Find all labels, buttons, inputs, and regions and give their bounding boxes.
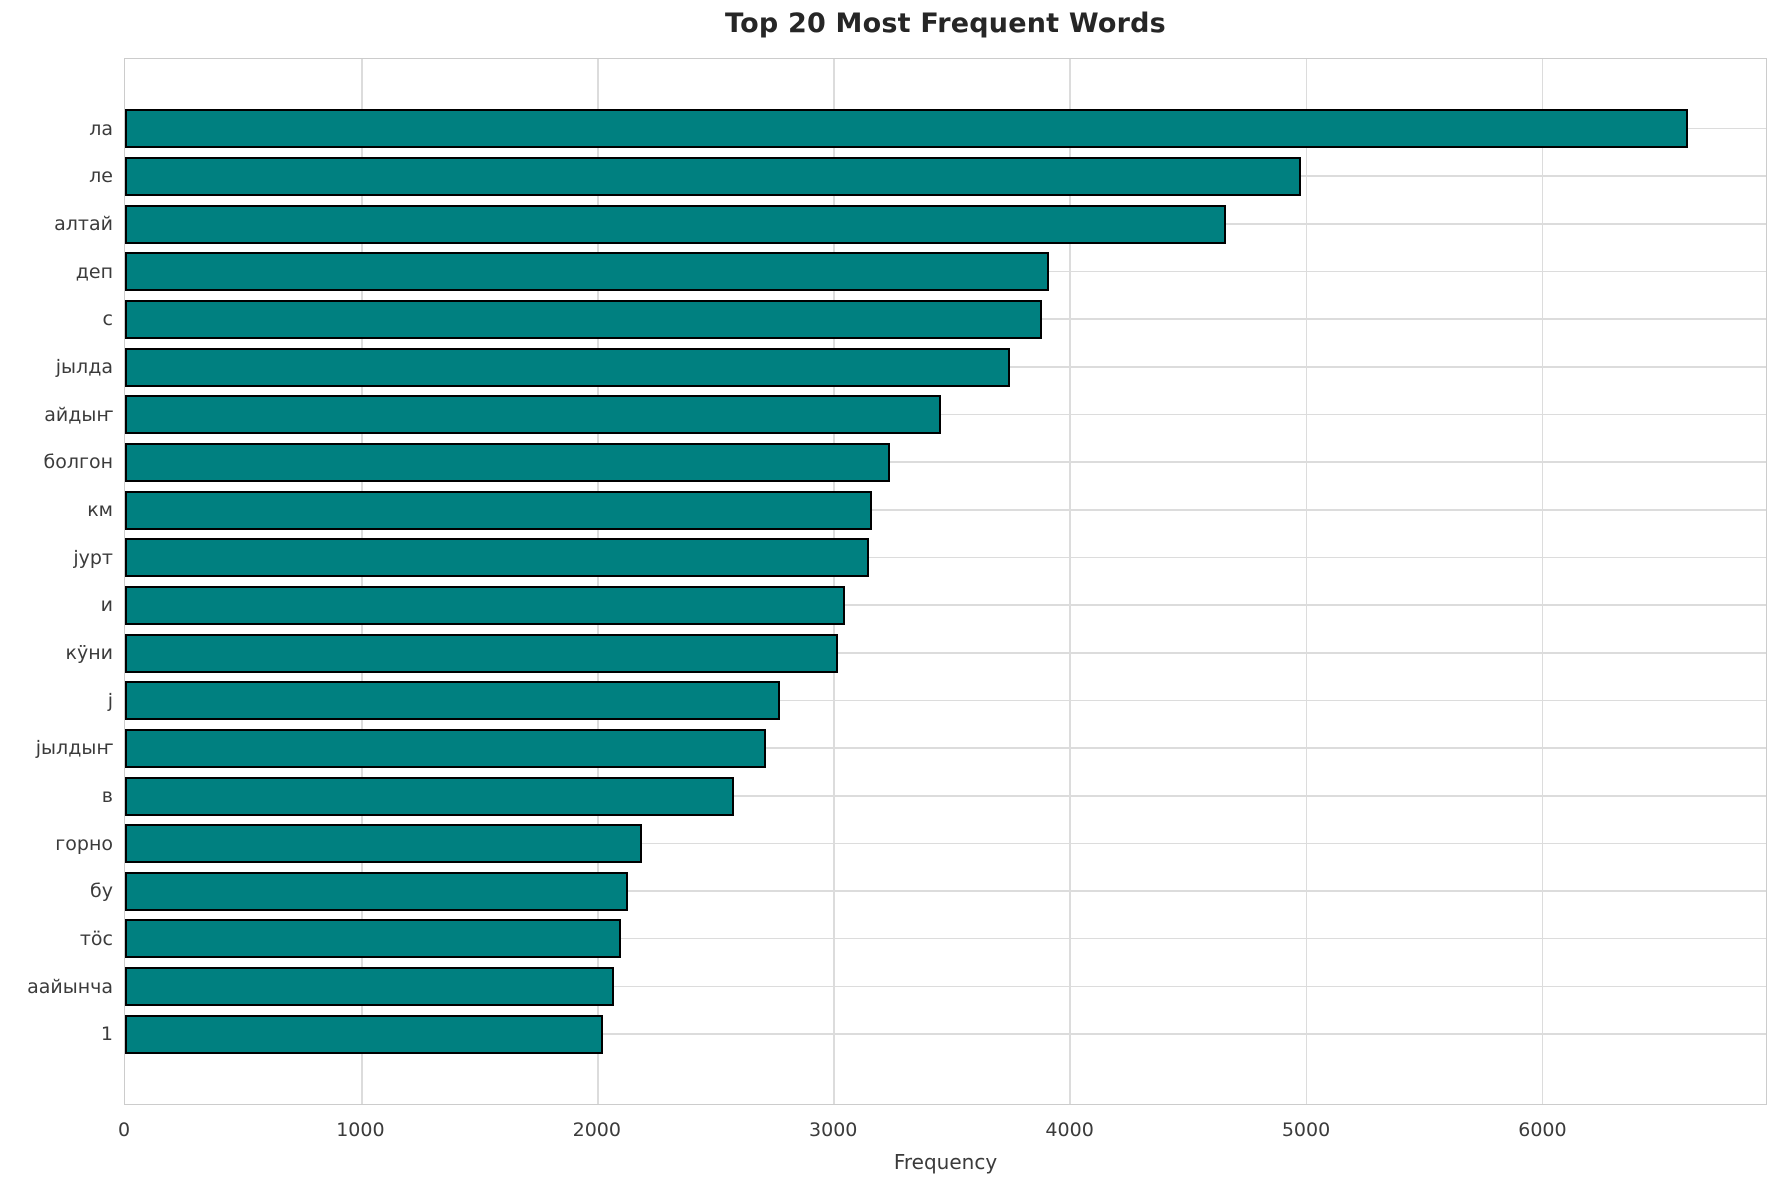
bar-row: ј	[108, 677, 1766, 725]
bar-јурт	[125, 538, 869, 578]
y-tick-label: айдыҥ	[44, 403, 113, 426]
bar-row: јылда	[56, 343, 1766, 391]
y-tick-label: км	[87, 499, 113, 522]
vertical-gridline	[361, 59, 363, 1104]
horizontal-gridline	[125, 413, 1766, 416]
y-tick-label: јылдыҥ	[35, 737, 113, 760]
y-tick-label: кӱни	[65, 642, 114, 665]
bar-row: 1	[101, 1010, 1766, 1058]
bar-row: горно	[55, 820, 1766, 868]
horizontal-gridline	[125, 937, 1766, 940]
bar-row: км	[87, 486, 1766, 534]
y-tick-label: ла	[89, 117, 113, 140]
y-tick-label: болгон	[43, 451, 113, 474]
y-tick-label: аайынча	[27, 975, 113, 998]
bar-аайынча	[125, 967, 614, 1007]
x-tick-label: 2000	[572, 1119, 621, 1141]
bar-алтай	[125, 204, 1227, 244]
bar-јылда	[125, 347, 1011, 387]
vertical-gridline	[597, 59, 599, 1104]
bar-с	[125, 299, 1043, 339]
bar-јылдыҥ	[125, 728, 767, 768]
bar-row: аайынча	[27, 963, 1766, 1011]
horizontal-gridline	[125, 604, 1766, 606]
bar-ле	[125, 156, 1301, 196]
bar-1	[125, 1014, 604, 1054]
horizontal-gridline	[125, 509, 1766, 511]
horizontal-gridline	[125, 556, 1766, 559]
bar-row: јурт	[73, 534, 1766, 582]
bar-row: в	[102, 772, 1766, 820]
vertical-gridline	[1305, 59, 1308, 1104]
horizontal-gridline	[125, 985, 1766, 988]
bar-и	[125, 585, 846, 625]
bar-болгон	[125, 442, 890, 482]
x-tick-label: 1000	[336, 1119, 385, 1141]
x-tick-label: 6000	[1518, 1119, 1567, 1141]
y-tick-label: алтай	[54, 213, 113, 236]
bar-горно	[125, 824, 643, 864]
x-axis: 0 1000 2000 3000 4000 5000 6000	[118, 1105, 1767, 1145]
horizontal-gridline	[125, 1033, 1766, 1035]
y-tick-label: ле	[89, 165, 113, 188]
bar-row: и	[101, 582, 1766, 630]
bar-row: алтай	[54, 200, 1766, 248]
vertical-gridline	[1541, 59, 1544, 1104]
y-tick-label: јурт	[73, 546, 113, 569]
bar-row: ла	[89, 105, 1766, 153]
y-tick-label: јылда	[55, 356, 113, 379]
x-tick-label: 5000	[1281, 1119, 1331, 1141]
y-tick-label: и	[100, 594, 113, 617]
bar-row: айдыҥ	[44, 391, 1766, 439]
horizontal-gridline	[125, 890, 1766, 892]
plot-area: ла ле алтай деп с јылда айдыҥ болгон км јурт и кӱни…	[27, 58, 1767, 1105]
bar-row: тӧс	[80, 915, 1766, 963]
bar-row: кӱни	[66, 629, 1766, 677]
bar-ј	[125, 681, 781, 721]
x-tick-label: 3000	[809, 1119, 858, 1141]
bar-бу	[125, 871, 628, 911]
bar-row: деп	[76, 248, 1766, 296]
horizontal-gridline	[125, 795, 1766, 797]
x-tick-label: 0	[117, 1119, 131, 1141]
bar-rows: ла ле алтай деп с јылда айдыҥ болгон км јурт и кӱни…	[27, 59, 1766, 1104]
bar-кӱни	[125, 633, 839, 673]
x-axis-title: Frequency	[893, 1150, 998, 1174]
bar-row: болгон	[43, 439, 1766, 487]
y-tick-label: деп	[75, 260, 113, 283]
horizontal-gridline	[125, 747, 1766, 749]
y-tick-label: в	[101, 785, 113, 808]
horizontal-gridline	[125, 842, 1766, 845]
bar-row: јылдыҥ	[36, 725, 1766, 773]
y-tick-label: горно	[55, 832, 113, 855]
bar-айдыҥ	[125, 395, 941, 435]
chart-title: Top 20 Most Frequent Words	[725, 8, 1166, 39]
horizontal-gridline	[125, 699, 1766, 702]
y-tick-label: ј	[107, 689, 113, 712]
bar-тӧс	[125, 919, 621, 959]
y-tick-label: бу	[90, 880, 113, 903]
bar-км	[125, 490, 873, 530]
x-tick-label: 4000	[1045, 1119, 1094, 1141]
vertical-gridline	[1069, 59, 1071, 1104]
bar-деп	[125, 252, 1050, 292]
bar-row: с	[103, 296, 1766, 344]
bar-row: ле	[89, 153, 1766, 201]
vertical-gridline	[833, 59, 835, 1104]
bar-ла	[125, 109, 1689, 149]
horizontal-gridline	[125, 652, 1766, 654]
y-tick-label: 1	[100, 1023, 113, 1046]
horizontal-gridline	[125, 461, 1766, 463]
bar-row: бу	[90, 868, 1766, 916]
bar-в	[125, 776, 735, 816]
y-tick-label: тӧс	[79, 927, 113, 950]
y-tick-label: с	[102, 308, 113, 331]
